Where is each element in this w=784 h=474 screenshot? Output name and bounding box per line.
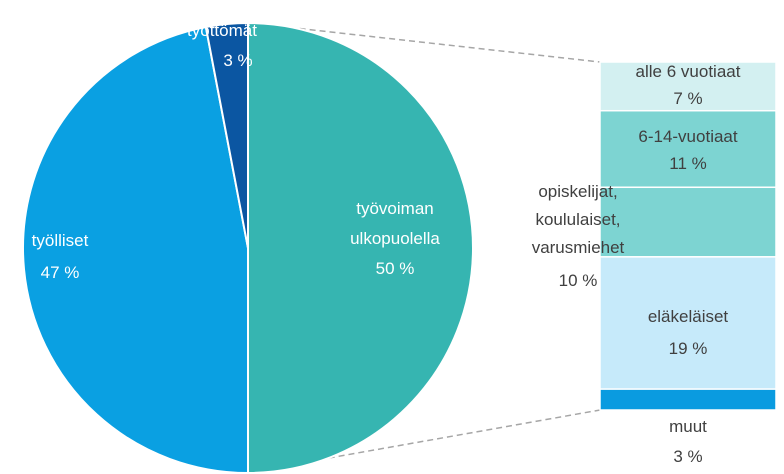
bar-segment (599, 388, 777, 411)
slice-label: työvoiman ulkopuolella (350, 199, 440, 248)
pie-slice (204, 21, 249, 249)
bar-segment (599, 61, 777, 112)
segment-value-label: 11 % (669, 154, 707, 173)
pie-slice (22, 25, 249, 474)
segment-value-label: 10 % (559, 271, 598, 290)
slice-value-label: 47 % (41, 263, 80, 282)
pie-slice (247, 21, 474, 474)
segment-value-label: 19 % (669, 339, 708, 358)
slice-label: työlliset (32, 231, 89, 250)
segment-label: alle 6 vuotiaat (636, 62, 741, 81)
segment-label: 6-14-vuotiaat (638, 127, 738, 146)
bar-segment (599, 186, 777, 258)
bar-segment (599, 109, 777, 189)
connector-line (249, 22, 601, 63)
segment-label: eläkeläiset (648, 307, 729, 326)
segment-label: opiskelijat, koululaiset, varusmiehet (532, 182, 625, 257)
slice-label: työttömät (187, 21, 257, 40)
segment-label: muut (669, 417, 707, 436)
segment-value-label: 3 % (673, 447, 702, 466)
segment-value-label: 7 % (673, 89, 702, 108)
slice-value-label: 3 % (223, 51, 252, 70)
bar-segment (599, 256, 777, 390)
slice-value-label: 50 % (376, 259, 415, 278)
